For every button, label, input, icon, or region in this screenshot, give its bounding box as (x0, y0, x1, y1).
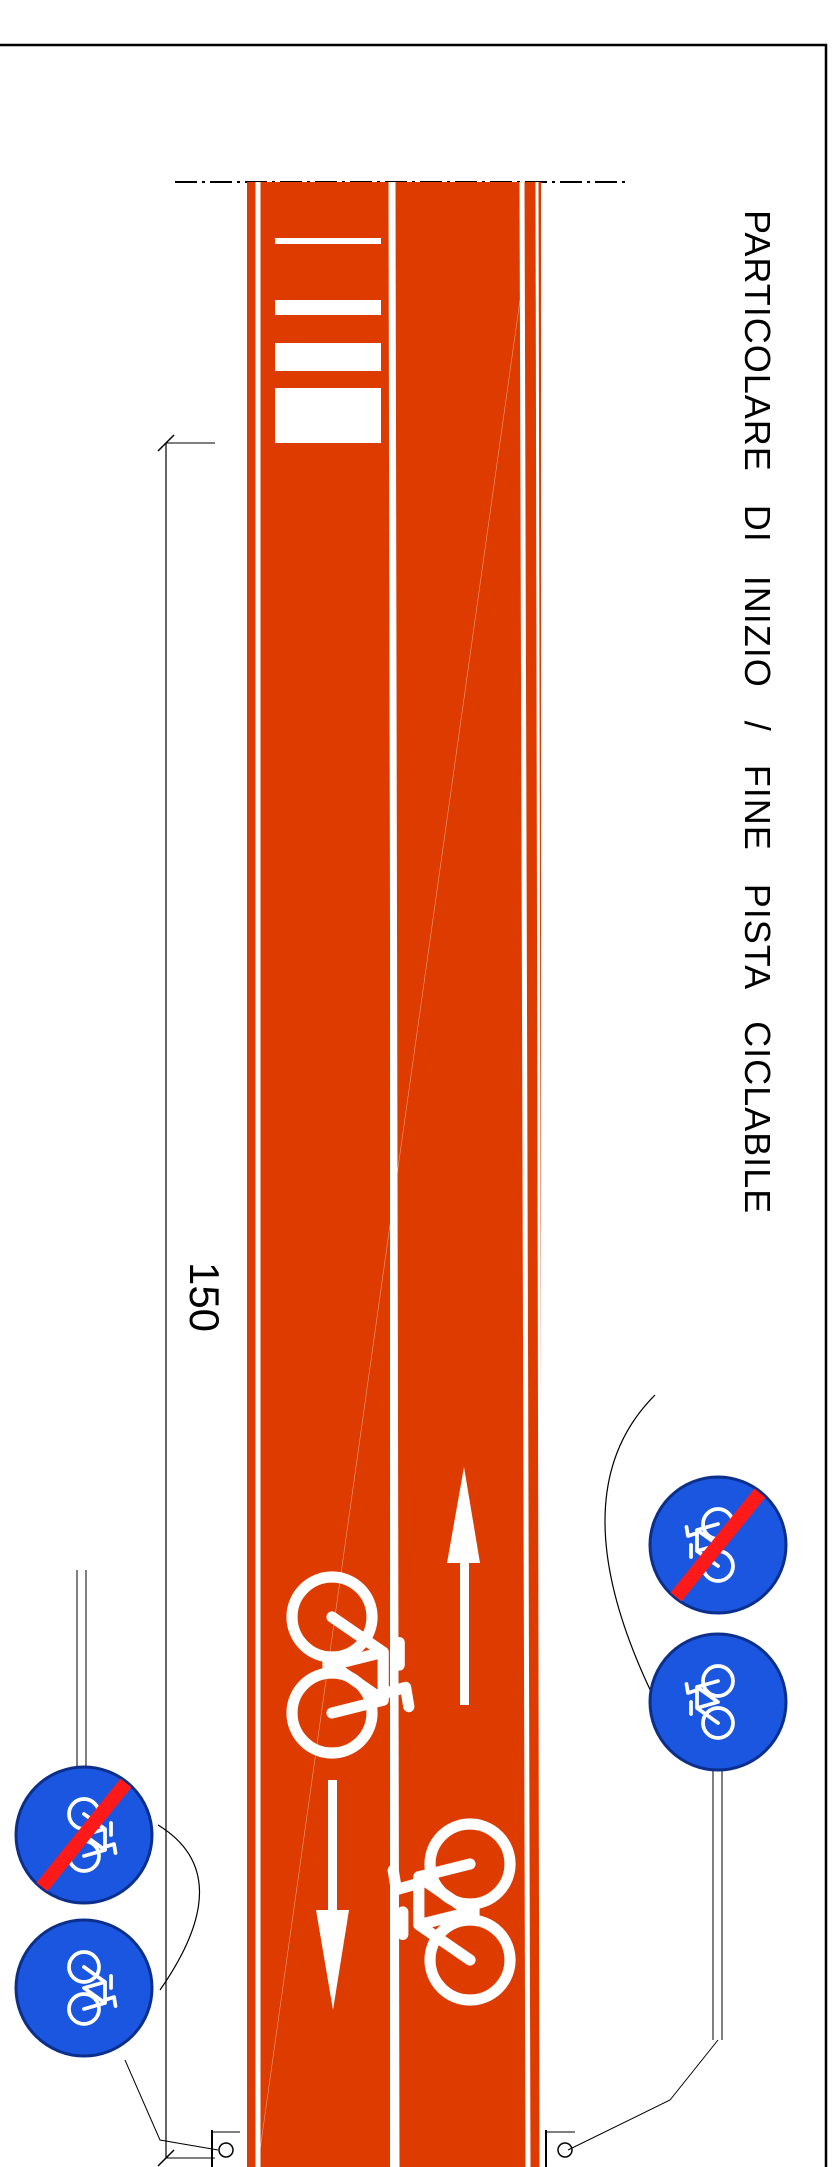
lane-edge-line-curb (535, 181, 543, 2167)
lane-surface-right (393, 182, 539, 2167)
cycle-lane (247, 181, 543, 2167)
end-sign-bottom (14, 1765, 154, 1905)
lane-center-line (388, 181, 400, 2167)
lane-edge-line-right (519, 181, 531, 2167)
start-marking-2 (275, 300, 381, 315)
sign-group-top (545, 1394, 788, 2167)
sign-group-bottom (14, 1570, 240, 2167)
start-marking-1 (275, 238, 381, 244)
lane-curb-right (532, 182, 541, 2167)
start-markings (275, 238, 381, 443)
start-sign-bottom (14, 1918, 154, 2058)
start-marking-4 (275, 388, 381, 443)
dimension-150: 150 (157, 434, 228, 2167)
lane-surface-left (250, 182, 390, 2167)
lane-edge-outer-left (247, 182, 254, 2167)
sign-post-base-top (557, 2142, 573, 2158)
sheet-border (0, 43, 828, 2167)
start-sign-top (648, 1632, 788, 1772)
start-marking-3 (275, 343, 381, 371)
end-bar (36, 1778, 132, 1892)
arrow-down-icon (316, 1780, 349, 2010)
dimension-label: 150 (181, 1262, 228, 1332)
end-bar (670, 1488, 766, 1602)
sign-post-base-bottom (218, 2142, 234, 2158)
arrow-up-icon (447, 1467, 480, 1705)
end-sign-top (648, 1475, 788, 1615)
construction-line (259, 299, 521, 2151)
drawing-title: PARTICOLARE DI INIZIO / FINE PISTA CICLA… (737, 210, 778, 1214)
